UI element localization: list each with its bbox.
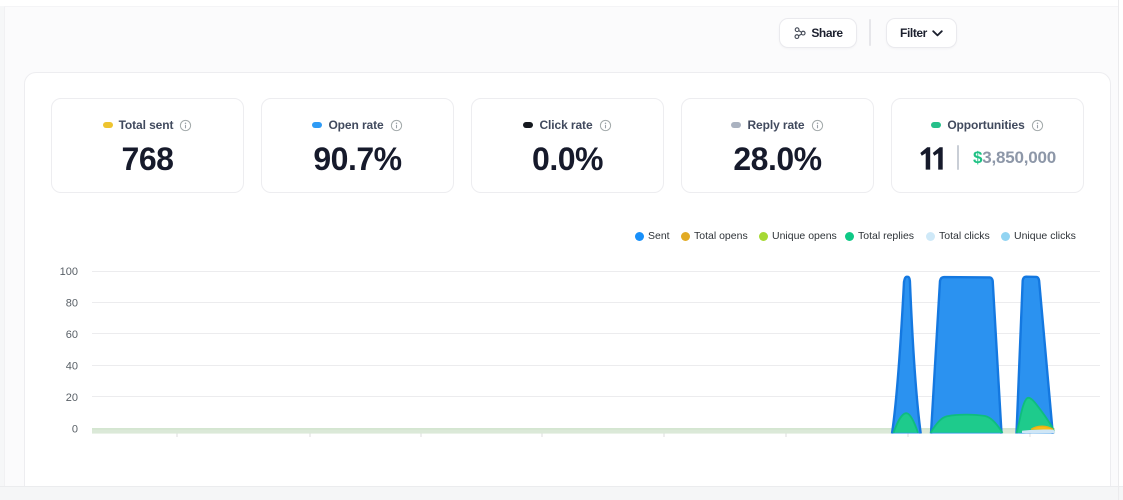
svg-text:40: 40 — [66, 361, 78, 373]
svg-text:20: 20 — [66, 392, 78, 404]
svg-text:0: 0 — [72, 424, 78, 436]
svg-text:80: 80 — [66, 298, 78, 310]
svg-text:100: 100 — [60, 266, 78, 278]
svg-text:60: 60 — [66, 329, 78, 341]
